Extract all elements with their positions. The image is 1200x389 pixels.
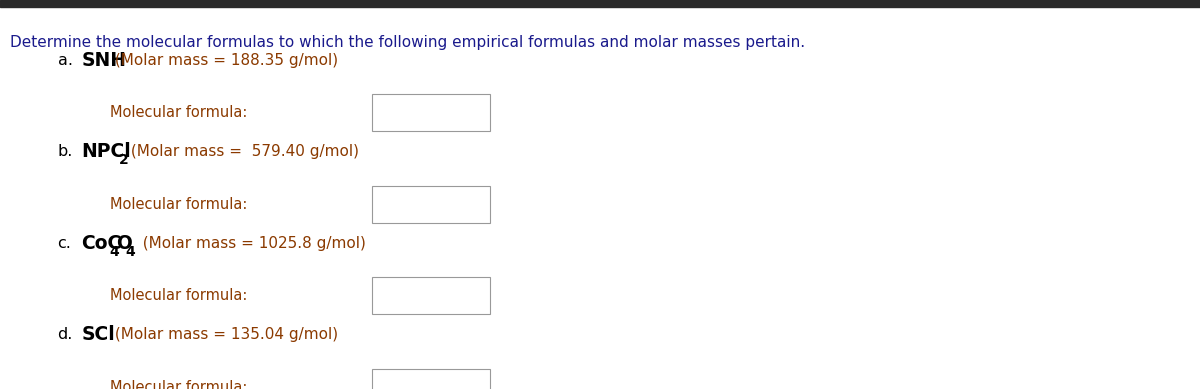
Text: a.: a. bbox=[58, 53, 72, 68]
Text: b.: b. bbox=[58, 144, 73, 159]
Text: d.: d. bbox=[58, 327, 73, 342]
Text: (Molar mass = 1025.8 g/mol): (Molar mass = 1025.8 g/mol) bbox=[133, 236, 366, 251]
Text: (Molar mass =  579.40 g/mol): (Molar mass = 579.40 g/mol) bbox=[126, 144, 359, 159]
Text: SNH: SNH bbox=[82, 51, 127, 70]
Bar bbox=[0, 0, 1200, 7]
Text: 4: 4 bbox=[126, 245, 136, 259]
Text: Molecular formula:: Molecular formula: bbox=[110, 380, 247, 389]
Text: 4: 4 bbox=[109, 245, 119, 259]
Text: c.: c. bbox=[58, 236, 72, 251]
Text: CoC: CoC bbox=[82, 234, 122, 252]
Text: Molecular formula:: Molecular formula: bbox=[110, 197, 247, 212]
Text: O: O bbox=[116, 234, 132, 252]
Bar bbox=[372, 369, 490, 389]
Bar bbox=[372, 95, 490, 131]
Bar bbox=[372, 186, 490, 223]
Text: NPCl: NPCl bbox=[82, 142, 131, 161]
Text: Molecular formula:: Molecular formula: bbox=[110, 105, 247, 120]
Text: Molecular formula:: Molecular formula: bbox=[110, 288, 247, 303]
Text: (Molar mass = 188.35 g/mol): (Molar mass = 188.35 g/mol) bbox=[109, 53, 337, 68]
Text: 2: 2 bbox=[119, 153, 128, 167]
Bar bbox=[372, 277, 490, 314]
Text: SCl: SCl bbox=[82, 325, 115, 344]
Text: (Molar mass = 135.04 g/mol): (Molar mass = 135.04 g/mol) bbox=[109, 327, 337, 342]
Text: Determine the molecular formulas to which the following empirical formulas and m: Determine the molecular formulas to whic… bbox=[10, 35, 805, 50]
